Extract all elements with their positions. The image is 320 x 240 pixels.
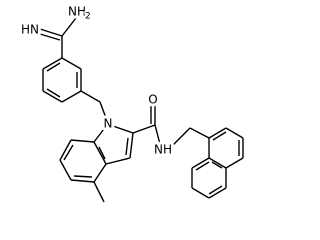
atom-label: HN [21, 23, 39, 37]
atom-label: N [104, 117, 113, 131]
atom-labels: NH 2 HN N O NH [18, 2, 175, 160]
structure-diagram: NH 2 HN N O NH [18, 2, 244, 203]
atom-label: O [148, 93, 157, 107]
atom-label: NH [154, 143, 172, 157]
atom-subscript: 2 [85, 12, 91, 22]
bonds [39, 17, 244, 203]
atom-label: NH [68, 5, 86, 19]
